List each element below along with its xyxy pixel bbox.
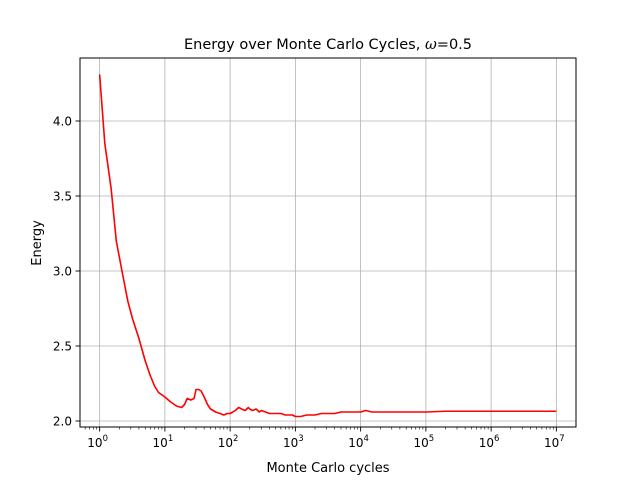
- y-axis-ticks: 2.0 2.5 3.0 3.5 4.0: [53, 115, 80, 429]
- x-tick-label-7: 107: [544, 434, 565, 450]
- x-tick-label-0: 100: [87, 434, 108, 450]
- plot-frame: [79, 57, 577, 428]
- y-tick-label-1: 2.5: [53, 340, 72, 354]
- chart-title: Energy over Monte Carlo Cycles, ω=0.5: [184, 37, 472, 53]
- y-tick-label-3: 3.5: [53, 190, 72, 204]
- x-tick-label-3: 103: [283, 434, 304, 450]
- series-line-0: [98, 74, 557, 418]
- x-tick-label-5: 105: [414, 434, 435, 450]
- y-tick-label-0: 2.0: [53, 415, 72, 429]
- x-tick-label-1: 101: [153, 434, 174, 450]
- grid: [80, 58, 576, 427]
- x-axis-ticks: 100 101 102 103 104 105 106 107: [84, 427, 565, 450]
- y-tick-label-2: 3.0: [53, 265, 72, 279]
- x-axis-label: Monte Carlo cycles: [266, 461, 389, 476]
- y-axis-label: Energy: [30, 220, 45, 266]
- x-tick-label-6: 106: [479, 434, 500, 450]
- series-layer: [98, 74, 557, 418]
- y-tick-label-4: 4.0: [53, 115, 72, 129]
- x-tick-label-2: 102: [218, 434, 239, 450]
- x-tick-label-4: 104: [348, 434, 369, 450]
